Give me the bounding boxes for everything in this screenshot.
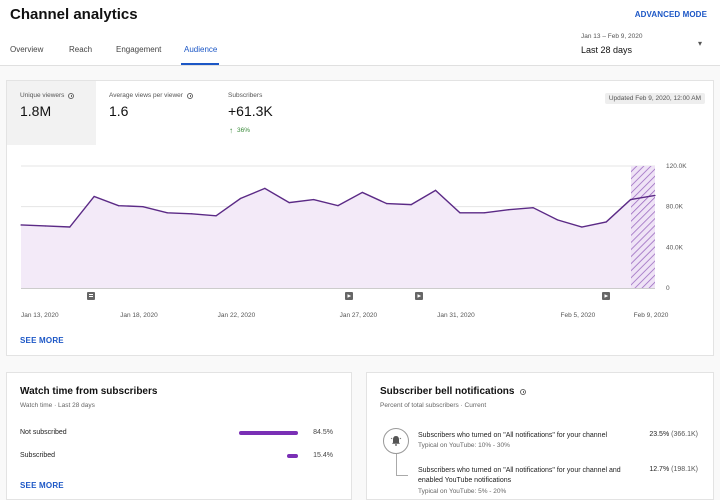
chart-point: [20, 224, 22, 226]
connector-line: [396, 475, 408, 476]
metric-subscribers[interactable]: Subscribers +61.3K ↑ 36%: [216, 81, 316, 145]
progress-bar: [228, 454, 298, 458]
multiple-videos-icon: [87, 292, 95, 300]
tab-engagement[interactable]: Engagement: [116, 45, 162, 54]
y-tick-label: 0: [666, 285, 670, 292]
header: Channel analytics ADVANCED MODE Overview…: [0, 0, 720, 66]
video-play-icon: [602, 292, 610, 300]
chart-point: [288, 202, 290, 204]
tab-reach[interactable]: Reach: [69, 45, 93, 54]
metric-value: 1.8M: [20, 103, 52, 119]
bell-icon: [383, 428, 409, 454]
audience-line-chart: 120.0K 80.0K 40.0K 0 Jan 13, 2020 Jan 18, 20…: [20, 163, 687, 319]
card-subtitle: Percent of total subscribers · Current: [380, 402, 487, 409]
tab-overview[interactable]: Overview: [10, 45, 44, 54]
chart-point: [337, 205, 339, 207]
metric-delta: ↑ 36%: [229, 126, 251, 135]
chart-point: [654, 194, 656, 197]
partial-data-region: [631, 166, 655, 288]
chart-point: [215, 215, 217, 217]
chart-area-fill: [21, 188, 655, 288]
progress-bar-fill: [238, 431, 298, 435]
chart-point: [483, 212, 485, 214]
chart-point: [386, 203, 388, 205]
chart-point: [630, 198, 632, 201]
bell-row-value: 23.5% (366.1K): [649, 431, 698, 438]
card-title: Subscriber bell notifications: [380, 386, 527, 397]
x-tick-label: Jan 31, 2020: [437, 312, 475, 319]
row-percent: 15.4%: [313, 452, 333, 459]
chart-point: [142, 206, 144, 208]
row-percent: 84.5%: [313, 429, 333, 436]
date-range-label: Last 28 days: [581, 45, 633, 55]
info-icon[interactable]: [68, 92, 75, 99]
chart-point: [239, 197, 242, 200]
see-more-link[interactable]: SEE MORE: [20, 336, 64, 345]
metric-label: Subscribers: [228, 92, 263, 99]
x-tick-label: Jan 13, 2020: [21, 312, 59, 319]
page-title: Channel analytics: [10, 6, 138, 23]
metric-value: 1.6: [109, 103, 129, 119]
audience-chart-card: Unique viewers 1.8M Average views per vi…: [6, 80, 714, 356]
chart-point: [410, 204, 412, 206]
metric-value: +61.3K: [228, 103, 273, 119]
y-tick-label: 80.0K: [666, 204, 684, 211]
up-arrow-icon: ↑: [229, 126, 233, 135]
chart-point: [434, 189, 437, 191]
chart-point: [93, 195, 95, 198]
chart-point: [361, 191, 363, 194]
x-tick-label: Feb 9, 2020: [634, 312, 669, 319]
bell-row-typical: Typical on YouTube: 10% - 30%: [418, 442, 510, 449]
progress-bar-fill: [287, 454, 298, 458]
see-more-link[interactable]: SEE MORE: [20, 481, 64, 490]
chevron-down-icon: ▾: [698, 39, 703, 48]
progress-bar: [228, 431, 298, 435]
chart-point: [191, 213, 193, 215]
x-tick-label: Jan 27, 2020: [340, 312, 378, 319]
chart-point: [44, 225, 46, 227]
chart-point: [508, 209, 510, 211]
x-tick-label: Feb 5, 2020: [560, 312, 595, 319]
chart-point: [532, 207, 534, 209]
tab-audience[interactable]: Audience: [184, 45, 218, 54]
chart-point: [605, 221, 607, 223]
bell-row-text: Subscribers who turned on "All notificat…: [418, 467, 621, 484]
y-tick-label: 120.0K: [666, 163, 687, 170]
bell-notifications-card: Subscriber bell notifications Percent of…: [366, 372, 714, 500]
bell-row-text: Subscribers who turned on "All notificat…: [418, 432, 608, 439]
chart-point: [313, 198, 315, 201]
bell-row-typical: Typical on YouTube: 5% - 20%: [418, 488, 507, 495]
advanced-mode-button[interactable]: ADVANCED MODE: [634, 10, 707, 19]
card-subtitle: Watch time · Last 28 days: [20, 402, 95, 409]
chart-point: [166, 212, 168, 214]
metric-unique-viewers[interactable]: Unique viewers 1.8M: [7, 81, 96, 145]
bell-row-value: 12.7% (198.1K): [649, 466, 698, 473]
date-range-dates: Jan 13 – Feb 9, 2020: [581, 33, 643, 40]
metric-average-views[interactable]: Average views per viewer 1.6: [96, 81, 216, 145]
row-label: Not subscribed: [20, 429, 67, 436]
chart-point: [459, 212, 461, 214]
watch-time-card: Watch time from subscribers Watch time ·…: [6, 372, 352, 500]
chart-point: [264, 187, 266, 189]
chart-point: [581, 226, 583, 228]
video-play-icon: [415, 292, 423, 300]
chart-point: [117, 205, 120, 207]
info-icon[interactable]: [520, 388, 527, 395]
x-tick-label: Jan 22, 2020: [218, 312, 256, 319]
metric-label: Average views per viewer: [109, 92, 193, 99]
metric-label: Unique viewers: [20, 92, 75, 99]
card-title: Watch time from subscribers: [20, 386, 158, 397]
updated-badge: Updated Feb 9, 2020, 12:00 AM: [604, 93, 705, 104]
connector-line: [396, 454, 397, 476]
video-play-icon: [345, 292, 353, 300]
active-tab-indicator: [181, 63, 219, 65]
info-icon[interactable]: [186, 92, 193, 99]
x-tick-label: Jan 18, 2020: [120, 312, 158, 319]
chart-point: [556, 219, 559, 221]
row-label: Subscribed: [20, 452, 56, 459]
y-tick-label: 40.0K: [666, 244, 684, 251]
chart-point: [69, 226, 71, 228]
